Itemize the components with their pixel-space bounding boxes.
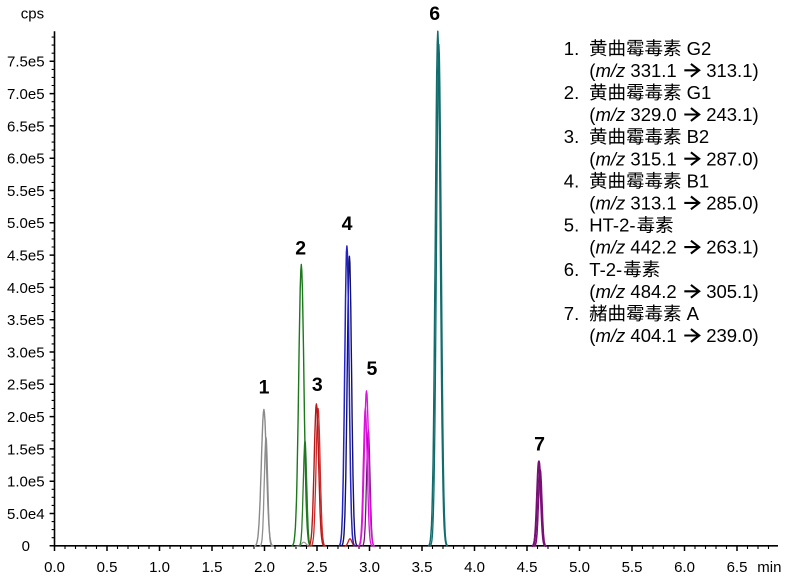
svg-text:1.0: 1.0 — [149, 559, 170, 576]
svg-text:4.: 4. — [564, 170, 579, 191]
svg-text:6: 6 — [429, 3, 440, 25]
svg-text:5: 5 — [366, 358, 377, 380]
svg-text:263.1): 263.1) — [706, 237, 758, 258]
svg-text:3.5e5: 3.5e5 — [7, 312, 45, 329]
svg-text:T-2-: T-2- — [589, 259, 622, 280]
svg-text:1.5e5: 1.5e5 — [7, 441, 45, 458]
svg-text:3.5: 3.5 — [412, 559, 433, 576]
svg-text:B1: B1 — [687, 170, 710, 191]
svg-text:A: A — [687, 303, 700, 324]
svg-text:(m/z 313.1: (m/z 313.1 — [589, 193, 676, 214]
svg-text:B2: B2 — [687, 126, 710, 147]
svg-text:2.0: 2.0 — [254, 559, 275, 576]
svg-text:5.0e4: 5.0e4 — [7, 506, 45, 523]
svg-text:6.5e5: 6.5e5 — [7, 118, 45, 135]
svg-text:287.0): 287.0) — [706, 148, 758, 169]
svg-text:(m/z 484.2: (m/z 484.2 — [589, 281, 676, 302]
svg-text:0.0: 0.0 — [44, 559, 65, 576]
svg-text:243.1): 243.1) — [706, 104, 758, 125]
svg-text:5.5: 5.5 — [622, 559, 643, 576]
svg-text:G1: G1 — [687, 82, 712, 103]
svg-text:1.: 1. — [564, 38, 579, 59]
svg-text:min: min — [757, 559, 781, 576]
svg-text:0: 0 — [22, 538, 30, 555]
svg-text:1.0e5: 1.0e5 — [7, 474, 45, 491]
svg-text:(m/z 315.1: (m/z 315.1 — [589, 148, 676, 169]
svg-text:2.: 2. — [564, 82, 579, 103]
svg-text:4.5e5: 4.5e5 — [7, 248, 45, 265]
svg-text:2: 2 — [295, 237, 306, 259]
svg-text:1: 1 — [259, 376, 270, 398]
svg-text:4: 4 — [342, 213, 353, 235]
svg-text:HT-2-: HT-2- — [589, 215, 635, 236]
svg-text:2.0e5: 2.0e5 — [7, 409, 45, 426]
svg-text:1.5: 1.5 — [202, 559, 223, 576]
svg-text:5.: 5. — [564, 215, 579, 236]
svg-text:6.0e5: 6.0e5 — [7, 151, 45, 168]
svg-text:5.5e5: 5.5e5 — [7, 183, 45, 200]
svg-text:6.0: 6.0 — [674, 559, 695, 576]
svg-text:6.5: 6.5 — [727, 559, 748, 576]
svg-text:3.0: 3.0 — [359, 559, 380, 576]
svg-text:6.: 6. — [564, 259, 579, 280]
svg-text:(m/z 404.1: (m/z 404.1 — [589, 325, 676, 346]
svg-text:5.0: 5.0 — [569, 559, 590, 576]
svg-text:7.0e5: 7.0e5 — [7, 86, 45, 103]
svg-text:4.0e5: 4.0e5 — [7, 280, 45, 297]
svg-text:2.5: 2.5 — [307, 559, 328, 576]
svg-text:2.5e5: 2.5e5 — [7, 377, 45, 394]
svg-text:305.1): 305.1) — [706, 281, 758, 302]
svg-text:4.0: 4.0 — [464, 559, 485, 576]
svg-text:7.: 7. — [564, 303, 579, 324]
svg-text:7.5e5: 7.5e5 — [7, 54, 45, 71]
svg-text:5.0e5: 5.0e5 — [7, 215, 45, 232]
svg-text:4.5: 4.5 — [517, 559, 538, 576]
svg-text:3.: 3. — [564, 126, 579, 147]
svg-text:(m/z 442.2: (m/z 442.2 — [589, 237, 676, 258]
svg-text:313.1): 313.1) — [706, 60, 758, 81]
svg-text:285.0): 285.0) — [706, 193, 758, 214]
svg-text:3: 3 — [312, 374, 323, 396]
svg-text:G2: G2 — [687, 38, 712, 59]
svg-text:3.0e5: 3.0e5 — [7, 344, 45, 361]
svg-text:(m/z 331.1: (m/z 331.1 — [589, 60, 676, 81]
svg-text:0.5: 0.5 — [97, 559, 118, 576]
svg-text:239.0): 239.0) — [706, 325, 758, 346]
svg-text:(m/z 329.0: (m/z 329.0 — [589, 104, 676, 125]
svg-text:7: 7 — [534, 433, 545, 455]
svg-text:cps: cps — [21, 5, 44, 22]
